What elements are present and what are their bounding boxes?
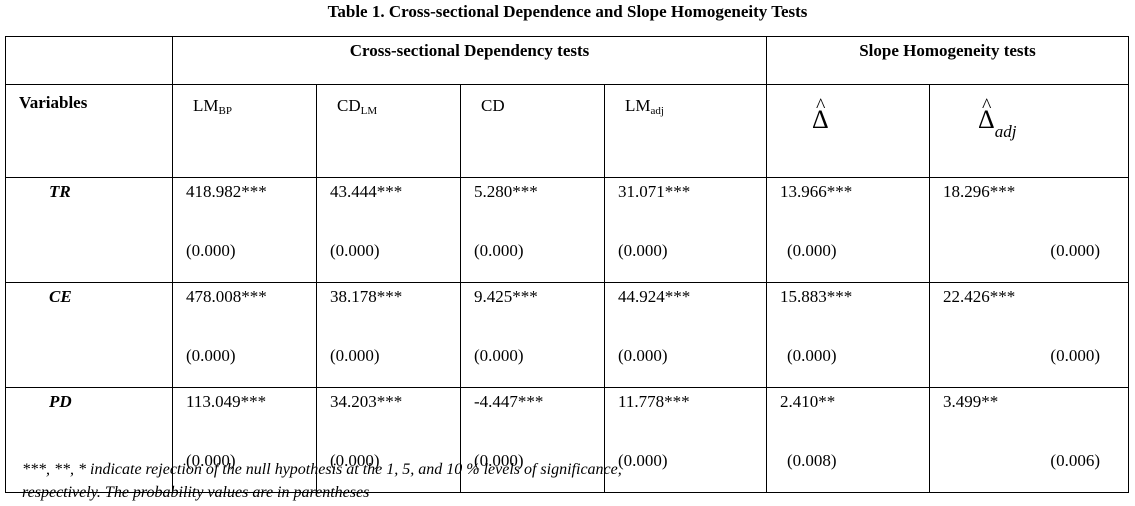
cd-lm-main: CD [337,96,361,115]
value-cell: 11.778*** (0.000) [604,387,767,493]
footnote-line: ***, **, * indicate rejection of the nul… [22,461,622,478]
coefficient: 22.426*** [943,287,1016,306]
coefficient: 34.203*** [330,392,403,411]
p-value: (0.000) [186,241,236,260]
delta-hat: ^ [816,95,826,117]
table-title: Table 1. Cross-sectional Dependence and … [327,2,808,21]
lm-bp-sub: BP [218,105,232,117]
value-cell: 113.049*** (0.000) [172,387,317,493]
delta-symbol: Δ [812,105,829,134]
row-name: CE [5,282,173,388]
group-header-row: Cross-sectional Dependency tests Slope H… [5,36,1129,85]
coefficient: 478.008*** [186,287,267,306]
p-value: (0.006) [1050,451,1100,470]
table-row: TR 418.982*** (0.000) 43.444*** (0.000) 5.… [5,177,1129,283]
coefficient: 11.778*** [618,392,690,411]
p-value: (0.000) [330,241,380,260]
results-table: Cross-sectional Dependency tests Slope H… [5,36,1129,493]
coefficient: 113.049*** [186,392,267,411]
p-value: (0.000) [186,451,236,470]
p-value: (0.000) [330,451,380,470]
p-value: (0.000) [618,241,668,260]
row-name: PD [5,387,173,493]
lm-adj-main: LM [625,96,651,115]
coefficient: 5.280*** [474,182,538,201]
value-cell: 2.410** (0.008) [766,387,930,493]
value-cell: 3.499** (0.006) [929,387,1129,493]
p-value: (0.000) [474,241,524,260]
footnote-line: respectively. The probability values are… [22,484,370,501]
coefficient: 43.444*** [330,182,403,201]
table-row: PD 113.049*** (0.000) 34.203*** (0.000) -4… [5,387,1129,493]
coefficient: -4.447*** [474,392,544,411]
coefficient: 3.499** [943,392,999,411]
p-value: (0.000) [474,346,524,365]
p-value: (0.000) [618,451,668,470]
p-value: (0.008) [787,451,837,470]
value-cell: 478.008*** (0.000) [172,282,317,388]
cd-lm-header: CDLM [316,84,461,178]
p-value: (0.000) [474,451,524,470]
p-value: (0.000) [330,346,380,365]
value-cell: 18.296*** (0.000) [929,177,1129,283]
column-header-row: Variables LMBP CDLM CD LMadj ^ Δ ^ Δadj [5,84,1129,178]
delta-adj-header: ^ Δadj [929,84,1129,178]
p-value: (0.000) [186,346,236,365]
coefficient: 31.071*** [618,182,691,201]
value-cell: 44.924*** (0.000) [604,282,767,388]
lm-adj-sub: adj [650,105,664,117]
coefficient: 418.982*** [186,182,267,201]
cd-header: CD [460,84,605,178]
value-cell: 9.425*** (0.000) [460,282,605,388]
table-row: CE 478.008*** (0.000) 38.178*** (0.000) 9.… [5,282,1129,388]
coefficient: 18.296*** [943,182,1016,201]
p-value: (0.000) [618,346,668,365]
p-value: (0.000) [1050,346,1100,365]
lm-bp-main: LM [193,96,219,115]
coefficient: 13.966*** [780,182,853,201]
variables-header: Variables [5,84,173,178]
delta-adj-symbol: Δ [978,105,995,134]
coefficient: 15.883*** [780,287,853,306]
coefficient: 9.425*** [474,287,538,306]
row-name: TR [5,177,173,283]
p-value: (0.000) [787,346,837,365]
cd-lm-sub: LM [360,105,378,117]
coefficient: 38.178*** [330,287,403,306]
lm-adj-header: LMadj [604,84,767,178]
delta-header: ^ Δ [766,84,930,178]
table-footnote: ***, **, * indicate rejection of the nul… [22,458,622,504]
p-value: (0.000) [1050,241,1100,260]
delta-adj-hat: ^ [982,95,992,117]
value-cell: 15.883*** (0.000) [766,282,930,388]
homogeneity-group-header: Slope Homogeneity tests [766,36,1129,85]
lm-bp-header: LMBP [172,84,317,178]
value-cell: 5.280*** (0.000) [460,177,605,283]
value-cell: 43.444*** (0.000) [316,177,461,283]
coefficient: 2.410** [780,392,836,411]
value-cell: 31.071*** (0.000) [604,177,767,283]
empty-corner-cell [5,36,173,85]
value-cell: -4.447*** (0.000) [460,387,605,493]
dependency-group-header: Cross-sectional Dependency tests [172,36,767,85]
value-cell: 22.426*** (0.000) [929,282,1129,388]
value-cell: 13.966*** (0.000) [766,177,930,283]
delta-adj-sub: adj [994,122,1017,141]
value-cell: 418.982*** (0.000) [172,177,317,283]
coefficient: 44.924*** [618,287,691,306]
p-value: (0.000) [787,241,837,260]
value-cell: 38.178*** (0.000) [316,282,461,388]
